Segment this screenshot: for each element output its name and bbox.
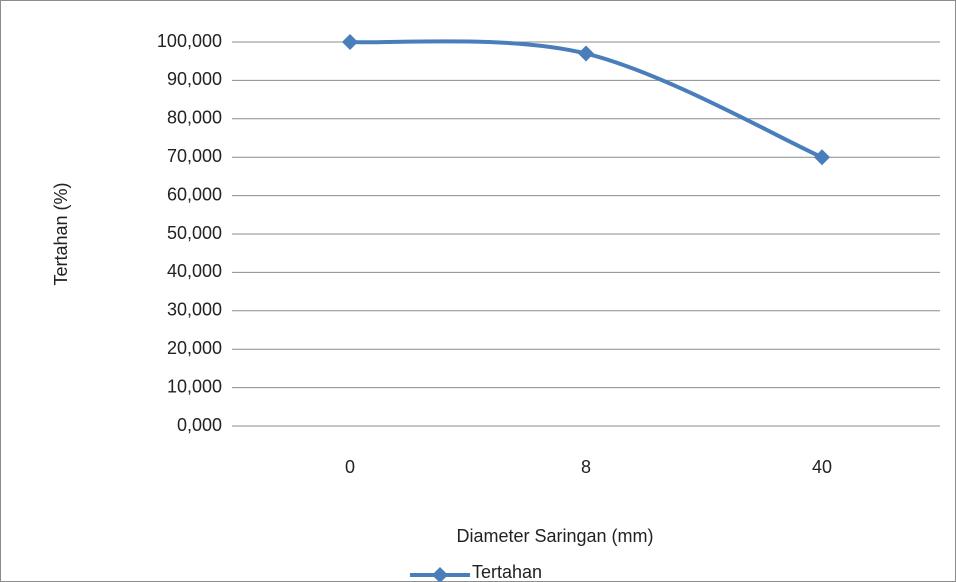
y-tick-label: 90,000: [167, 69, 222, 89]
y-tick-label: 40,000: [167, 261, 222, 281]
y-tick-label: 70,000: [167, 146, 222, 166]
x-axis-title: Diameter Saringan (mm): [456, 526, 653, 546]
chart: Tertahan (%) Diameter Saringan (mm) 0,00…: [0, 0, 956, 582]
y-tick-label: 0,000: [177, 415, 222, 435]
y-axis-title: Tertahan (%): [51, 182, 71, 285]
x-tick-label: 40: [812, 457, 832, 477]
x-tick-label: 8: [581, 457, 591, 477]
page: Tertahan (%) Diameter Saringan (mm) 0,00…: [0, 0, 956, 582]
y-tick-label: 80,000: [167, 108, 222, 128]
y-tick-label: 50,000: [167, 223, 222, 243]
y-tick-label: 20,000: [167, 338, 222, 358]
chart-frame: [1, 1, 956, 582]
y-tick-label: 30,000: [167, 300, 222, 320]
legend-label: Tertahan: [472, 562, 542, 582]
y-tick-label: 100,000: [157, 31, 222, 51]
y-tick-label: 60,000: [167, 184, 222, 204]
x-tick-label: 0: [345, 457, 355, 477]
y-tick-label: 10,000: [167, 376, 222, 396]
